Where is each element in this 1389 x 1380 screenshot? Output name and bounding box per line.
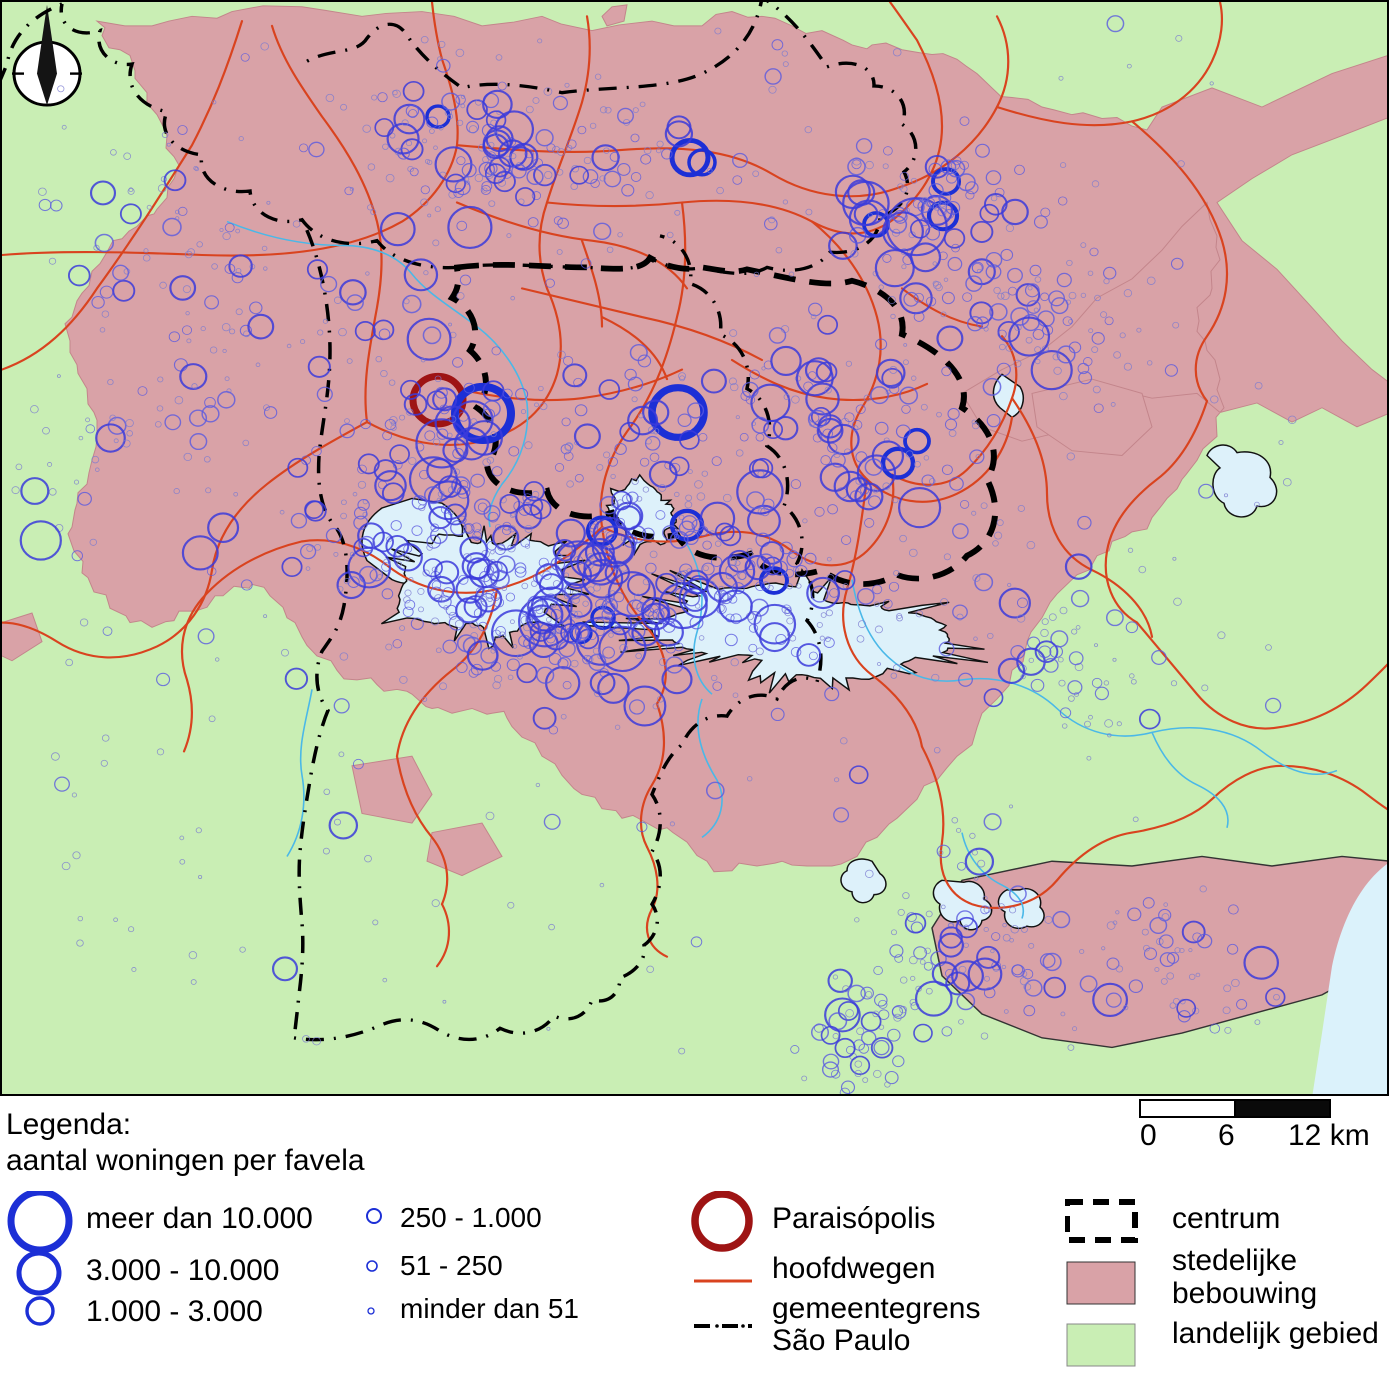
- svg-text:12 km: 12 km: [1288, 1119, 1370, 1152]
- svg-text:6: 6: [1218, 1119, 1235, 1152]
- svg-text:0: 0: [1140, 1119, 1157, 1152]
